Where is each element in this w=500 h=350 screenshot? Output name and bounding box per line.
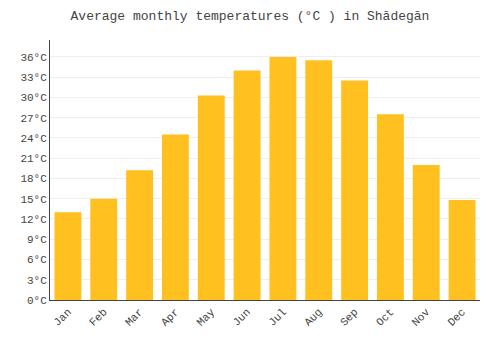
svg-text:Aug: Aug: [302, 306, 324, 328]
svg-text:Jul: Jul: [266, 306, 288, 328]
svg-text:36°C: 36°C: [20, 52, 47, 64]
svg-text:Average monthly temperatures (: Average monthly temperatures (°C ) in Sh…: [71, 9, 430, 24]
svg-text:0°C: 0°C: [27, 295, 47, 307]
svg-text:24°C: 24°C: [20, 133, 47, 145]
svg-text:Mar: Mar: [123, 306, 145, 328]
svg-text:Jan: Jan: [51, 306, 73, 328]
svg-text:12°C: 12°C: [20, 214, 47, 226]
svg-text:27°C: 27°C: [20, 113, 47, 125]
svg-text:30°C: 30°C: [20, 92, 47, 104]
svg-text:Nov: Nov: [410, 306, 433, 329]
svg-text:Dec: Dec: [446, 306, 468, 328]
svg-text:6°C: 6°C: [27, 254, 47, 266]
svg-text:Feb: Feb: [87, 306, 109, 328]
svg-text:9°C: 9°C: [27, 234, 47, 246]
svg-text:Jun: Jun: [231, 306, 253, 328]
svg-text:15°C: 15°C: [20, 194, 47, 206]
svg-text:May: May: [195, 306, 218, 329]
svg-text:Apr: Apr: [159, 306, 181, 328]
svg-text:18°C: 18°C: [20, 173, 47, 185]
svg-text:3°C: 3°C: [27, 275, 47, 287]
svg-text:33°C: 33°C: [20, 72, 47, 84]
svg-text:21°C: 21°C: [20, 153, 47, 165]
svg-text:Oct: Oct: [374, 306, 396, 328]
svg-text:Sep: Sep: [338, 306, 360, 328]
